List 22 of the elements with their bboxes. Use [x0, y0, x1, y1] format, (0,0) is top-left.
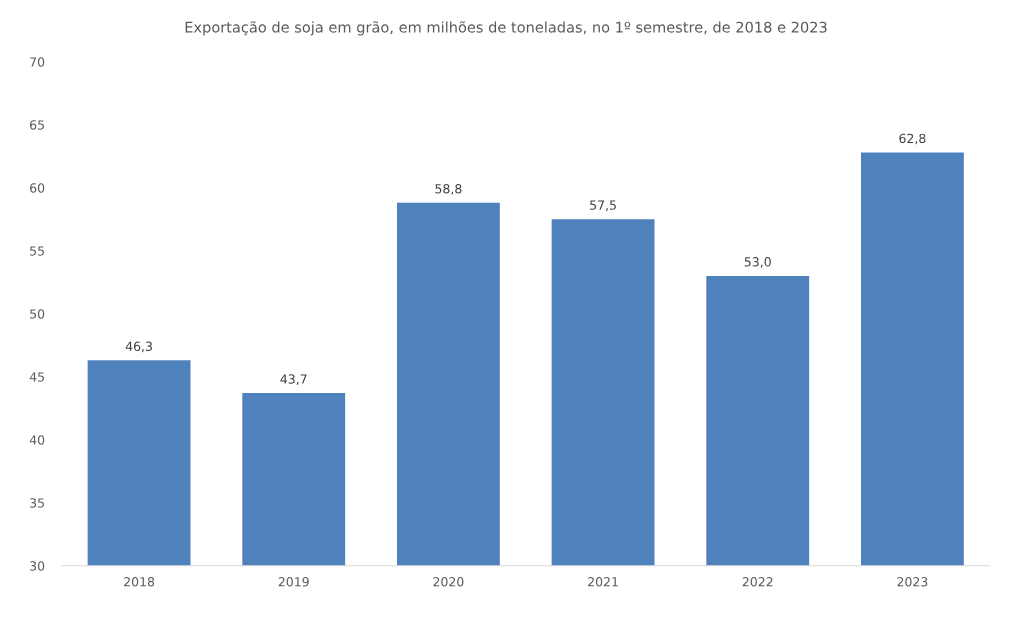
x-tick-label: 2020 [433, 577, 464, 587]
x-tick-label: 2021 [588, 577, 618, 587]
data-label: 46,3 [125, 341, 152, 353]
x-tick-label: 2023 [897, 577, 928, 587]
y-tick-label: 40 [29, 435, 45, 445]
y-tick-label: 30 [30, 561, 45, 571]
y-tick-label: 45 [29, 372, 44, 382]
data-label: 62,8 [899, 133, 926, 145]
y-tick-label: 60 [30, 183, 45, 193]
data-label: 43,7 [280, 374, 307, 386]
y-tick-label: 70 [30, 57, 45, 67]
data-label: 57,5 [590, 200, 616, 212]
y-tick-label: 65 [30, 120, 44, 130]
data-label: 53,0 [744, 257, 771, 268]
y-tick-label: 35 [30, 498, 44, 508]
x-tick-label: 2018 [124, 577, 155, 587]
chart-title: Exportação de soja em grão, em milhões de toneladas, no 1º semestre, de 2018 e 2023 [185, 21, 827, 36]
x-tick-label: 2019 [278, 577, 309, 587]
data-label: 58,8 [435, 184, 462, 195]
x-tick-label: 2022 [742, 577, 773, 587]
y-tick-label: 55 [30, 246, 44, 256]
y-tick-label: 50 [30, 309, 45, 319]
